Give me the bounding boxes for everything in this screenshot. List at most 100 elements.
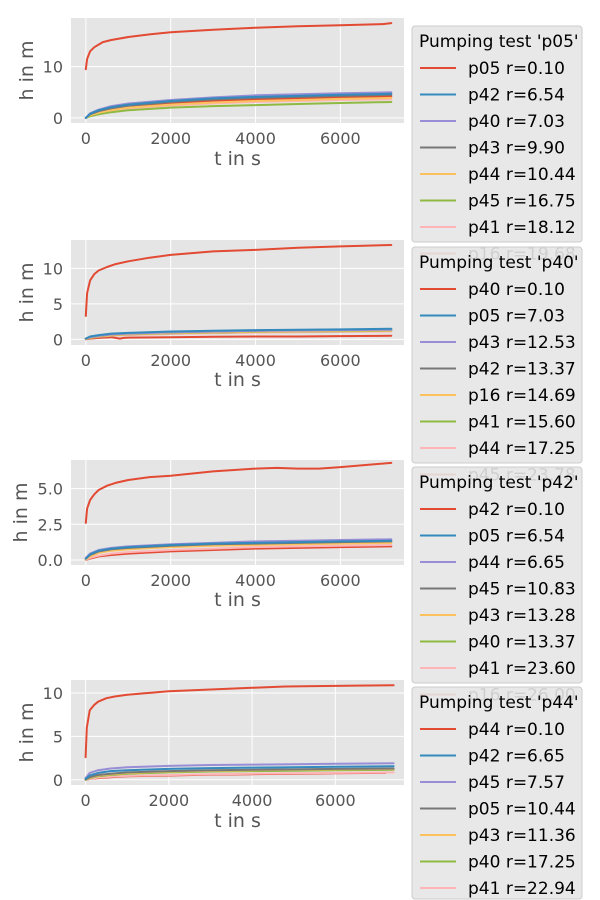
series-line: [84, 101, 393, 119]
legend: Pumping test 'p40' p40 r=0.10 p05 r=7.03 p4…: [411, 246, 583, 486]
y-tick-label: 5.0: [38, 480, 63, 499]
series-line: [84, 96, 393, 119]
y-tick-label: 5: [53, 295, 63, 314]
series-lines: [84, 461, 393, 561]
legend-entry-label: p40 r=0.10: [468, 280, 565, 300]
series-line: [84, 22, 393, 71]
y-tick-label: 0: [53, 330, 63, 349]
y-tick-label: 0: [53, 771, 63, 790]
legend-box: [411, 466, 583, 684]
x-axis-label: t in s: [214, 369, 261, 391]
plot-area: [71, 240, 404, 345]
legend-box: [411, 25, 583, 243]
legend-entry-label: p45 r=10.83: [468, 580, 576, 600]
legend-entry-label: p43 r=13.28: [468, 606, 576, 626]
legend-entry-label: p45 r=7.57: [468, 773, 565, 793]
legend-entry-label: p42 r=13.37: [468, 360, 576, 380]
subplot-4: 0 2000 4000 6000 0 5 10 t in s h in m Pumping tes…: [16, 680, 583, 900]
legend-entry-label: p40 r=17.25: [468, 853, 576, 873]
legend: Pumping test 'p44' p44 r=0.10 p42 r=6.65 p4…: [411, 686, 583, 900]
x-tick-label: 0: [81, 571, 91, 590]
series-line: [84, 684, 395, 759]
subplot-1: 0 2000 4000 6000 0 10 t in s h in m Pumping test…: [16, 18, 583, 265]
x-axis-label: t in s: [214, 810, 261, 832]
legend-entry-label: p42 r=0.10: [468, 500, 565, 520]
legend-entry-label: p45 r=16.75: [468, 192, 576, 212]
legend: Pumping test 'p05' p05 r=0.10 p42 r=6.54 p4…: [411, 25, 583, 265]
series-line: [84, 762, 395, 780]
y-axis-label: h in m: [16, 703, 38, 763]
legend-entry-label: p05 r=6.54: [468, 527, 565, 547]
series-line: [84, 461, 393, 524]
y-tick-label: 10: [43, 259, 63, 278]
legend-entry-label: p43 r=9.90: [468, 139, 565, 159]
series-line: [84, 771, 395, 781]
legend-entry-label: p41 r=22.94: [468, 879, 576, 899]
legend-entry-label: p41 r=15.60: [468, 413, 576, 433]
subplot-2: 0 2000 4000 6000 0 5 10 t in s h in m Pumping tes…: [16, 240, 583, 486]
legend-entry-label: p41 r=18.12: [468, 218, 576, 238]
x-tick-label: 4000: [235, 571, 276, 590]
x-tick-label: 2000: [150, 129, 191, 148]
legend-entry-label: p43 r=12.53: [468, 333, 576, 353]
series-line: [84, 334, 393, 341]
legend-entry-label: p42 r=6.54: [468, 86, 565, 106]
legend-title: Pumping test 'p44': [419, 693, 579, 713]
y-tick-label: 5: [53, 727, 63, 746]
series-line: [84, 244, 393, 317]
legend-entry-label: p05 r=0.10: [468, 59, 565, 79]
x-tick-label: 2000: [150, 571, 191, 590]
legend: Pumping test 'p42' p42 r=0.10 p05 r=6.54 p4…: [411, 466, 583, 706]
x-tick-label: 2000: [150, 351, 191, 370]
series-line: [84, 541, 393, 561]
x-tick-label: 4000: [235, 129, 276, 148]
legend-entry-label: p43 r=11.36: [468, 826, 576, 846]
legend-entry-label: p16 r=14.69: [468, 386, 576, 406]
y-tick-label: 2.5: [38, 515, 63, 534]
series-line: [84, 765, 395, 780]
x-tick-label: 0: [81, 351, 91, 370]
x-tick-label: 6000: [320, 129, 361, 148]
legend-entry-label: p40 r=13.37: [468, 633, 576, 653]
series-line: [84, 539, 393, 560]
y-axis-label: h in m: [10, 483, 32, 543]
y-axis-label: h in m: [16, 263, 38, 323]
x-tick-label: 4000: [232, 791, 273, 810]
x-tick-label: 2000: [148, 791, 189, 810]
legend-entry-label: p05 r=10.44: [468, 800, 576, 820]
series-line: [84, 544, 393, 561]
x-tick-label: 4000: [235, 351, 276, 370]
legend-entry-label: p41 r=23.60: [468, 659, 576, 679]
legend-box: [411, 246, 583, 464]
legend-entry-label: p44 r=6.65: [468, 553, 565, 573]
series-line: [84, 767, 395, 781]
legend-entry-label: p05 r=7.03: [468, 307, 565, 327]
legend-entry-label: p44 r=17.25: [468, 439, 576, 459]
series-line: [84, 92, 393, 119]
series-lines: [84, 22, 393, 119]
series-lines: [84, 244, 393, 341]
y-axis-label: h in m: [16, 41, 38, 101]
legend-entry-label: p44 r=10.44: [468, 165, 576, 185]
legend-title: Pumping test 'p05': [419, 32, 579, 52]
x-tick-label: 0: [81, 129, 91, 148]
x-axis-label: t in s: [214, 148, 261, 170]
x-tick-label: 6000: [320, 351, 361, 370]
x-tick-label: 6000: [315, 791, 356, 810]
y-tick-label: 10: [43, 684, 63, 703]
subplot-3: 0 2000 4000 6000 0.0 2.5 5.0 t in s h in m Pumpin…: [10, 460, 583, 706]
y-tick-label: 10: [43, 58, 63, 77]
x-tick-label: 6000: [320, 571, 361, 590]
legend-title: Pumping test 'p40': [419, 253, 579, 273]
series-line: [84, 327, 393, 340]
x-tick-label: 0: [80, 791, 90, 810]
legend-box: [411, 686, 583, 900]
x-axis-label: t in s: [214, 589, 261, 611]
legend-title: Pumping test 'p42': [419, 473, 579, 493]
legend-entry-label: p40 r=7.03: [468, 112, 565, 132]
y-tick-label: 0: [53, 109, 63, 128]
y-tick-label: 0.0: [38, 551, 63, 570]
legend-entry-label: p44 r=0.10: [468, 720, 565, 740]
series-lines: [84, 684, 395, 781]
